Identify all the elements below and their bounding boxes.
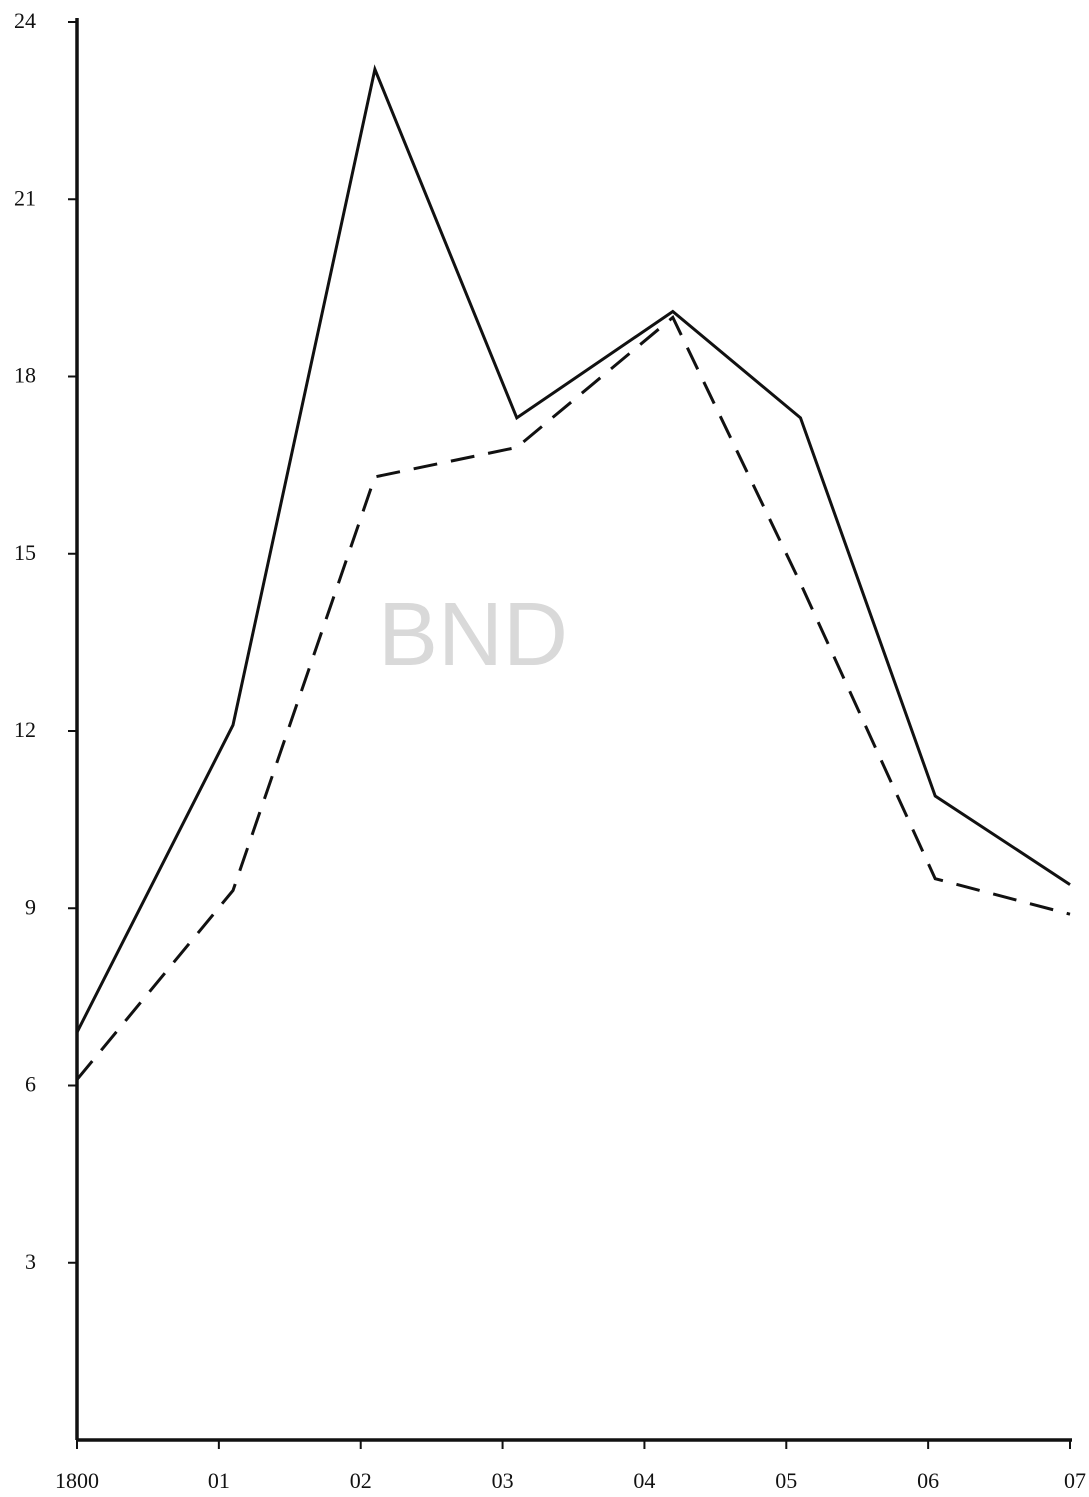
y-tick-label: 9 xyxy=(25,894,36,919)
y-tick-label: 24 xyxy=(14,8,36,33)
series-line-solid xyxy=(75,64,1071,1033)
y-tick-label: 18 xyxy=(14,363,36,388)
y-tick-label: 21 xyxy=(14,185,36,210)
series-layer xyxy=(75,64,1071,1081)
axes: 3 6 9 12 15 18 21 24 1800 01 02 03 04 05 06 07 xyxy=(14,8,1086,1493)
y-tick-label: 3 xyxy=(25,1249,36,1274)
x-tick-label: 04 xyxy=(633,1468,655,1493)
y-tick-label: 6 xyxy=(25,1072,36,1097)
y-tick-label: 15 xyxy=(14,540,36,565)
x-tick-label: 1800 xyxy=(55,1468,99,1493)
x-tick-label: 01 xyxy=(208,1468,230,1493)
x-tick-label: 02 xyxy=(350,1468,372,1493)
x-tick-label: 03 xyxy=(492,1468,514,1493)
y-tick-label: 12 xyxy=(14,717,36,742)
series-line-dashed xyxy=(75,315,1071,1081)
x-tick-label: 06 xyxy=(917,1468,939,1493)
x-tick-label: 05 xyxy=(775,1468,797,1493)
watermark: BND xyxy=(378,585,568,685)
x-tick-label: 07 xyxy=(1064,1468,1086,1493)
